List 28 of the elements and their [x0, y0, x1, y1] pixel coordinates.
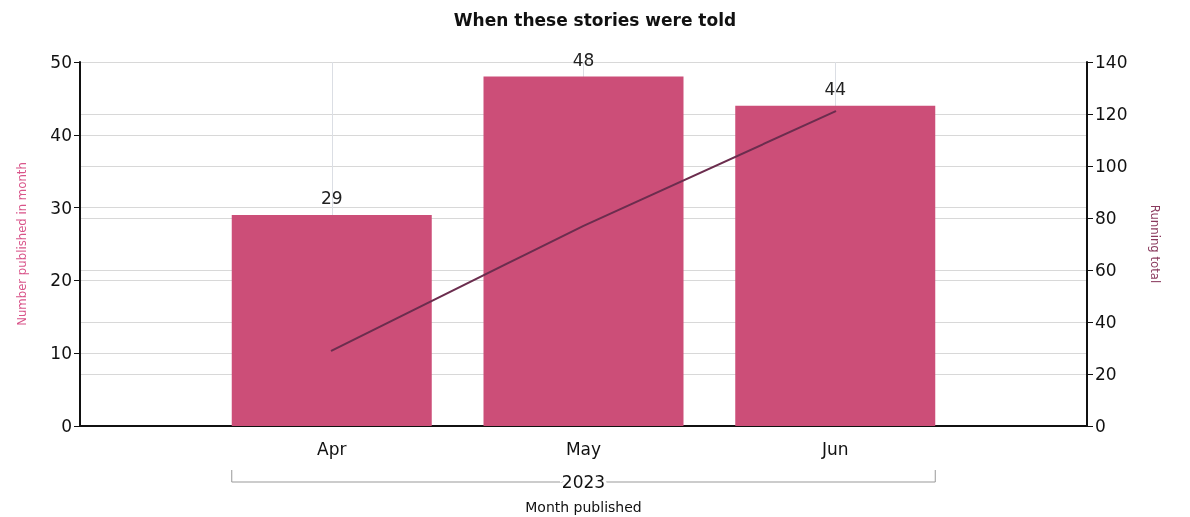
y-tick-label: 0: [61, 416, 72, 436]
data-label: 44: [824, 79, 847, 100]
y2-tick-label: 0: [1095, 416, 1106, 436]
x-axis-title: Month published: [525, 499, 642, 515]
y2-tick-label: 80: [1095, 208, 1117, 228]
x-tick-label: Apr: [317, 438, 347, 459]
y-tick-label: 50: [50, 52, 72, 72]
y2-axis-title: Running total: [1148, 204, 1163, 284]
bar: [231, 214, 432, 426]
y-axis-title: Number published in month: [14, 162, 29, 326]
x-tick-label: May: [565, 438, 602, 459]
y2-tick-label: 40: [1095, 312, 1117, 332]
y-tick-label: 10: [50, 343, 72, 364]
text: 2023: [561, 472, 606, 492]
chart-title: When these stories were told: [453, 9, 737, 30]
y-tick-label: 30: [50, 197, 72, 218]
y2-tick-label: 20: [1095, 364, 1117, 384]
bar: [735, 105, 936, 426]
bar: [483, 76, 684, 426]
data-label: 48: [572, 50, 595, 71]
y2-tick-label: 100: [1095, 156, 1128, 176]
y-tick-label: 40: [50, 124, 72, 145]
y2-tick-label: 60: [1095, 260, 1117, 280]
y2-tick-label: 120: [1095, 104, 1128, 124]
x-tick-label: Jun: [820, 438, 849, 459]
y-tick-label: 20: [50, 270, 72, 291]
y2-tick-label: 140: [1095, 52, 1128, 72]
data-label: 29: [320, 188, 343, 209]
